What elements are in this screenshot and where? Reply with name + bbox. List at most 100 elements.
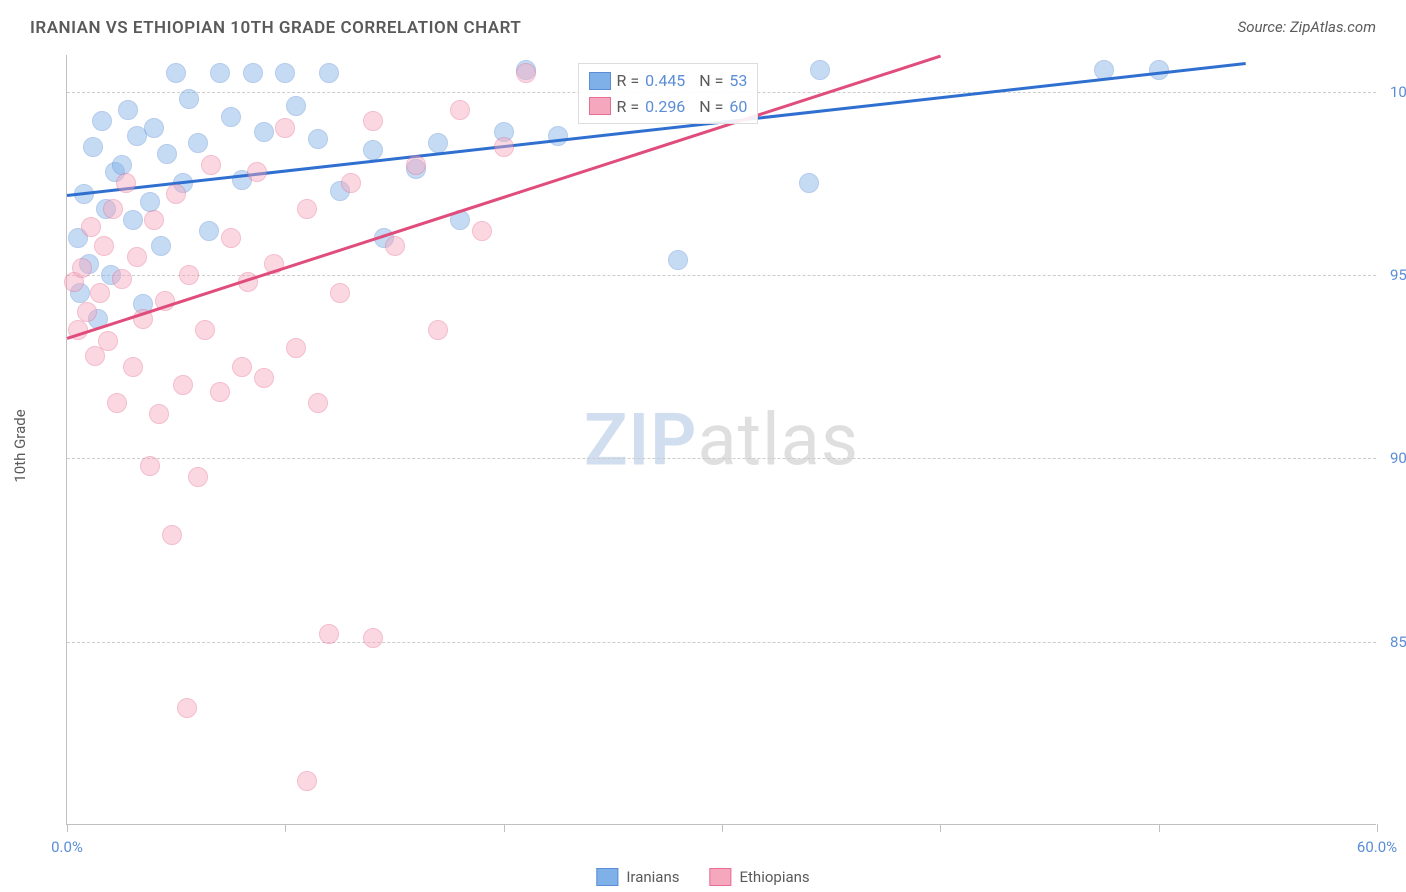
stat-label: R = bbox=[617, 68, 640, 94]
scatter-point bbox=[123, 210, 143, 230]
scatter-point bbox=[166, 184, 186, 204]
swatch-ethiopians bbox=[710, 868, 732, 886]
scatter-point bbox=[90, 283, 110, 303]
stat-label: N = bbox=[691, 94, 723, 120]
legend-label: Ethiopians bbox=[740, 868, 810, 886]
x-tick bbox=[1159, 824, 1160, 832]
scatter-point bbox=[810, 60, 830, 80]
scatter-point bbox=[297, 771, 317, 791]
stats-legend-row: R = 0.296 N = 60 bbox=[589, 94, 748, 120]
stat-r-value: 0.445 bbox=[645, 68, 685, 94]
scatter-point bbox=[254, 122, 274, 142]
scatter-point bbox=[494, 137, 514, 157]
scatter-point bbox=[428, 320, 448, 340]
scatter-point bbox=[103, 199, 123, 219]
scatter-point bbox=[428, 133, 448, 153]
scatter-point bbox=[81, 217, 101, 237]
scatter-point bbox=[275, 63, 295, 83]
x-tick bbox=[1377, 824, 1378, 832]
scatter-point bbox=[363, 628, 383, 648]
x-tick bbox=[940, 824, 941, 832]
y-tick-label: 95.0% bbox=[1376, 266, 1406, 284]
scatter-point bbox=[94, 236, 114, 256]
scatter-point bbox=[177, 698, 197, 718]
scatter-point bbox=[308, 129, 328, 149]
scatter-point bbox=[221, 228, 241, 248]
y-tick-label: 100.0% bbox=[1376, 83, 1406, 101]
gridline bbox=[67, 642, 1376, 643]
scatter-point bbox=[799, 173, 819, 193]
plot-area: ZIPatlas 85.0%90.0%95.0%100.0%0.0%60.0%R… bbox=[66, 55, 1376, 825]
stat-n-value: 53 bbox=[729, 68, 747, 94]
scatter-point bbox=[179, 265, 199, 285]
scatter-point bbox=[127, 247, 147, 267]
scatter-point bbox=[319, 624, 339, 644]
scatter-point bbox=[308, 393, 328, 413]
bottom-legend: Iranians Ethiopians bbox=[596, 868, 809, 886]
scatter-point bbox=[173, 375, 193, 395]
swatch-icon bbox=[589, 72, 611, 90]
scatter-point bbox=[221, 107, 241, 127]
scatter-point bbox=[157, 144, 177, 164]
scatter-point bbox=[149, 404, 169, 424]
stat-n-value: 60 bbox=[729, 94, 747, 120]
scatter-point bbox=[286, 96, 306, 116]
stat-r-value: 0.296 bbox=[645, 94, 685, 120]
scatter-point bbox=[112, 155, 132, 175]
x-tick-label: 0.0% bbox=[51, 838, 83, 856]
scatter-point bbox=[116, 173, 136, 193]
x-tick-label: 60.0% bbox=[1357, 838, 1397, 856]
scatter-point bbox=[243, 63, 263, 83]
legend-item-ethiopians: Ethiopians bbox=[710, 868, 810, 886]
chart-title: IRANIAN VS ETHIOPIAN 10TH GRADE CORRELAT… bbox=[30, 18, 521, 38]
scatter-point bbox=[166, 63, 186, 83]
scatter-point bbox=[188, 133, 208, 153]
x-tick bbox=[285, 824, 286, 832]
watermark-bold: ZIP bbox=[584, 397, 697, 482]
scatter-point bbox=[548, 126, 568, 146]
watermark-rest: atlas bbox=[697, 397, 859, 482]
scatter-point bbox=[144, 118, 164, 138]
legend-label: Iranians bbox=[626, 868, 679, 886]
scatter-point bbox=[341, 173, 361, 193]
stat-label: N = bbox=[691, 68, 723, 94]
stats-legend: R = 0.445 N = 53R = 0.296 N = 60 bbox=[578, 63, 759, 124]
scatter-point bbox=[98, 331, 118, 351]
swatch-iranians bbox=[596, 868, 618, 886]
scatter-point bbox=[406, 155, 426, 175]
chart-container: IRANIAN VS ETHIOPIAN 10TH GRADE CORRELAT… bbox=[0, 0, 1406, 892]
x-tick bbox=[504, 824, 505, 832]
y-tick-label: 90.0% bbox=[1376, 449, 1406, 467]
scatter-point bbox=[199, 221, 219, 241]
swatch-icon bbox=[589, 97, 611, 115]
scatter-point bbox=[247, 162, 267, 182]
scatter-point bbox=[275, 118, 295, 138]
scatter-point bbox=[668, 250, 688, 270]
watermark: ZIPatlas bbox=[584, 397, 859, 482]
y-tick-label: 85.0% bbox=[1376, 633, 1406, 651]
x-tick bbox=[722, 824, 723, 832]
scatter-point bbox=[92, 111, 112, 131]
scatter-point bbox=[385, 236, 405, 256]
scatter-point bbox=[516, 63, 536, 83]
stats-legend-row: R = 0.445 N = 53 bbox=[589, 68, 748, 94]
scatter-point bbox=[1149, 60, 1169, 80]
y-axis-label: 10th Grade bbox=[11, 409, 29, 482]
scatter-point bbox=[118, 100, 138, 120]
scatter-point bbox=[72, 258, 92, 278]
scatter-point bbox=[112, 269, 132, 289]
scatter-point bbox=[77, 302, 97, 322]
scatter-point bbox=[319, 63, 339, 83]
scatter-point bbox=[363, 111, 383, 131]
scatter-point bbox=[210, 382, 230, 402]
scatter-point bbox=[210, 63, 230, 83]
scatter-point bbox=[188, 467, 208, 487]
scatter-point bbox=[179, 89, 199, 109]
scatter-point bbox=[144, 210, 164, 230]
scatter-point bbox=[232, 357, 252, 377]
source-attribution: Source: ZipAtlas.com bbox=[1238, 18, 1376, 36]
scatter-point bbox=[472, 221, 492, 241]
scatter-point bbox=[107, 393, 127, 413]
scatter-point bbox=[162, 525, 182, 545]
scatter-point bbox=[195, 320, 215, 340]
